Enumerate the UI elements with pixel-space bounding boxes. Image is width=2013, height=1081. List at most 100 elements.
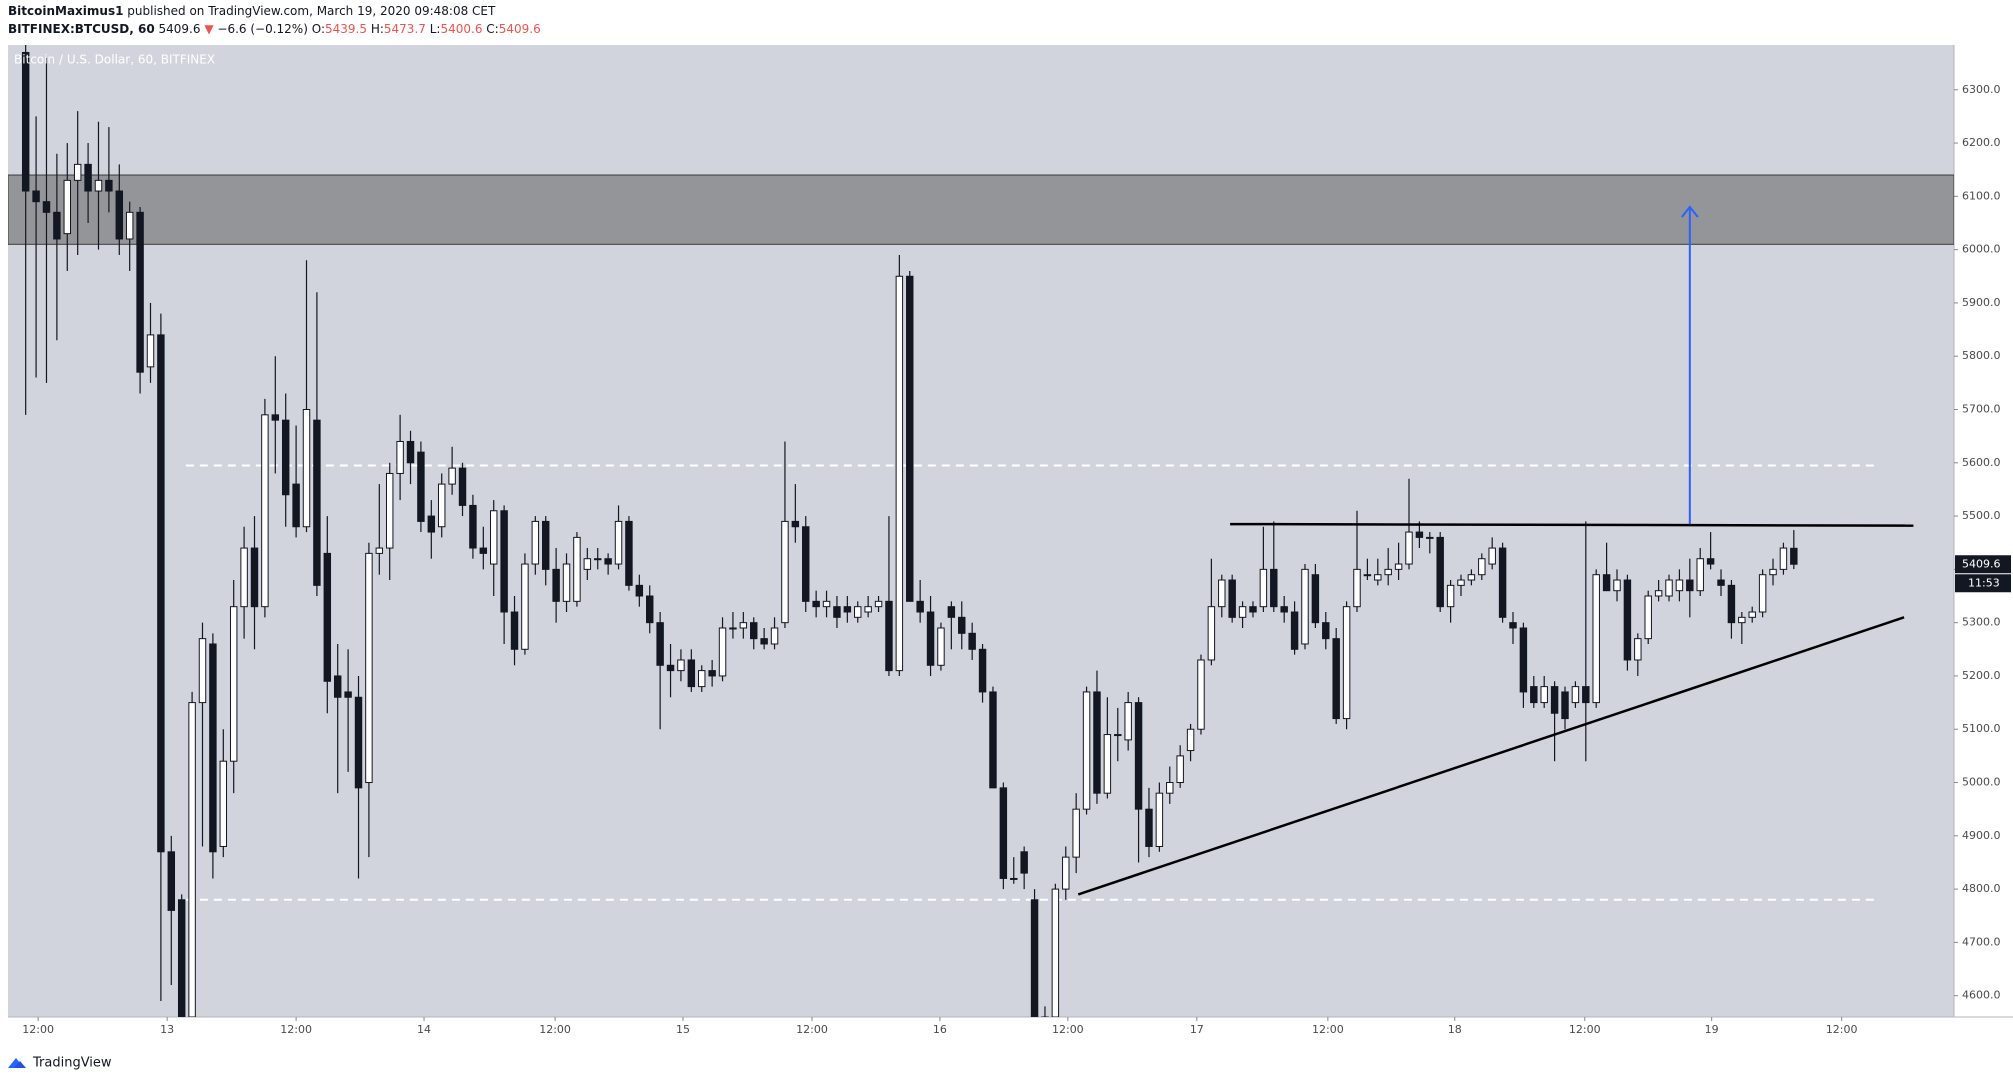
candle-body xyxy=(406,440,415,464)
candle-body xyxy=(271,414,280,421)
candle-body xyxy=(666,664,675,672)
x-tick-label: 13 xyxy=(160,1023,174,1036)
candle-body xyxy=(250,547,259,608)
y-tick-label: 5500.0 xyxy=(1962,509,2001,522)
candle-body xyxy=(1582,686,1590,704)
candle-body xyxy=(1363,574,1372,577)
candle-body xyxy=(1155,792,1164,847)
brand: TradingView xyxy=(32,1056,112,1071)
candle-body xyxy=(656,622,664,666)
candle-body xyxy=(916,600,924,613)
candle-body xyxy=(646,595,654,624)
candle-body xyxy=(1093,691,1101,794)
candle-body xyxy=(989,691,997,789)
zone xyxy=(8,174,1954,245)
candle-body xyxy=(396,440,404,474)
candle-body xyxy=(1166,782,1174,794)
y-tick-label: 5200.0 xyxy=(1962,669,2001,682)
candle-body xyxy=(718,627,727,677)
candle-body xyxy=(375,547,384,554)
candle-body xyxy=(437,483,446,528)
x-tick-label: 15 xyxy=(676,1023,690,1036)
candle-body xyxy=(1238,606,1247,618)
candle-body xyxy=(1332,638,1340,720)
x-tick-label: 12:00 xyxy=(280,1023,312,1036)
candle-body xyxy=(521,563,529,650)
target-arrow xyxy=(1681,205,1699,525)
y-tick-label: 5900.0 xyxy=(1962,296,2001,309)
candle-body xyxy=(1758,574,1767,613)
candle-body xyxy=(240,547,248,608)
candle-body xyxy=(489,510,498,565)
candle-body xyxy=(344,691,352,698)
symbol: BITFINEX:BTCUSD, 60 xyxy=(8,22,155,36)
c-label: C: xyxy=(486,22,498,36)
candle-body xyxy=(833,606,841,618)
candle-body xyxy=(739,622,748,629)
x-tick-label: 12:00 xyxy=(1052,1023,1084,1036)
candle-body xyxy=(510,611,519,650)
candle-body xyxy=(1207,606,1216,661)
y-tick-label: 6100.0 xyxy=(1962,189,2001,202)
candle-body xyxy=(926,611,935,666)
candle-body xyxy=(937,627,945,666)
candle-body xyxy=(63,179,72,235)
candle-body xyxy=(604,558,612,565)
candle-body xyxy=(1218,579,1226,608)
candle-body xyxy=(1082,691,1091,810)
l-label: L: xyxy=(430,22,441,36)
candle-body xyxy=(1426,536,1434,539)
candle-body xyxy=(770,627,779,645)
candle-body xyxy=(354,696,363,789)
candle-body xyxy=(1550,686,1559,714)
candle-body xyxy=(885,600,893,672)
candle-body xyxy=(157,334,165,853)
candle-body xyxy=(94,179,103,192)
candle-body xyxy=(479,547,488,554)
candle-body xyxy=(42,201,51,213)
candle-body xyxy=(1436,536,1444,608)
x-tick-label: 12:00 xyxy=(539,1023,571,1036)
candle-body xyxy=(1290,611,1299,650)
candle-body xyxy=(1602,574,1611,592)
candle-body xyxy=(1270,568,1278,608)
candle-body xyxy=(874,600,883,608)
x-tick-label: 12:00 xyxy=(1569,1023,1601,1036)
candle-body xyxy=(1249,606,1257,613)
candle-body xyxy=(1738,616,1746,624)
y-tick-label: 4600.0 xyxy=(1962,989,2001,1002)
candle-body xyxy=(365,552,373,784)
candle-body xyxy=(822,600,831,608)
candle-body xyxy=(1103,734,1112,794)
candle-body xyxy=(229,606,238,762)
candle-body xyxy=(1675,579,1684,592)
candle-body xyxy=(1592,574,1600,704)
candle-body xyxy=(219,760,228,847)
x-tick-label: 12:00 xyxy=(22,1023,54,1036)
candle-body xyxy=(281,419,290,496)
candle-body xyxy=(802,526,810,602)
candle-body xyxy=(385,472,394,549)
candle-body xyxy=(292,483,300,528)
candle-body xyxy=(1779,547,1788,570)
open: 5439.5 xyxy=(325,22,367,36)
countdown-bg xyxy=(1955,574,2011,593)
candle-body xyxy=(167,851,176,911)
x-tick-label: 12:00 xyxy=(796,1023,828,1036)
candle-body xyxy=(791,520,800,528)
y-tick-label: 5700.0 xyxy=(1962,403,2001,416)
candle-body xyxy=(1062,856,1070,890)
candle-body xyxy=(261,414,269,608)
candle-body xyxy=(458,467,467,506)
candle-body xyxy=(1530,686,1538,704)
candle-body xyxy=(750,622,758,640)
candle-body xyxy=(1457,579,1465,586)
price-tag: 5409.6 xyxy=(1962,557,2001,570)
price-tag-bg xyxy=(1955,555,2011,574)
author: BitcoinMaximus1 xyxy=(8,4,123,18)
candle-body xyxy=(323,552,332,682)
y-tick-label: 6000.0 xyxy=(1962,243,2001,256)
x-tick-label: 12:00 xyxy=(1826,1023,1858,1036)
